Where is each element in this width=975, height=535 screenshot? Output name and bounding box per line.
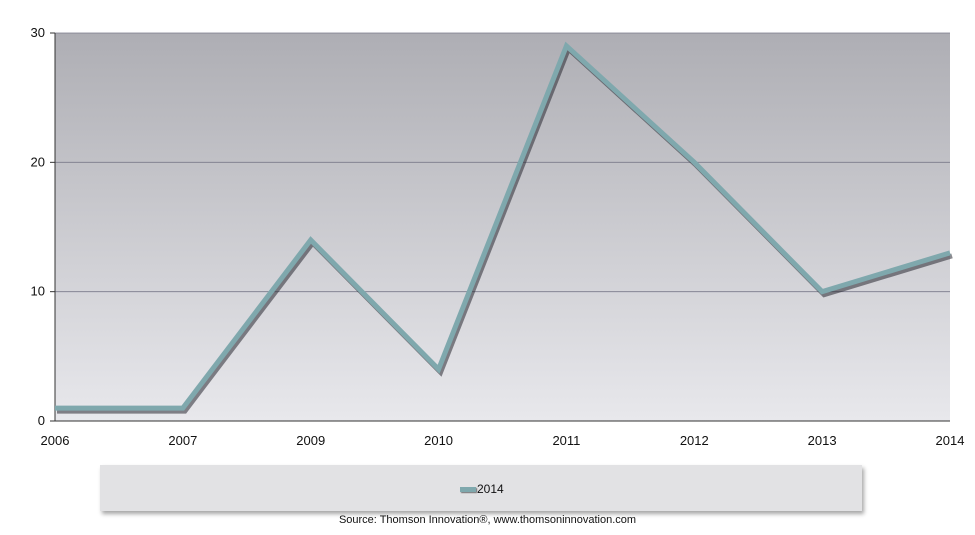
axes xyxy=(50,32,950,422)
plot-area xyxy=(55,33,950,421)
legend-swatch-icon xyxy=(460,486,476,492)
series-layer xyxy=(54,41,953,414)
x-tick-label: 2011 xyxy=(552,433,580,448)
legend-label: 2014 xyxy=(477,482,504,496)
grid-lines xyxy=(55,32,950,293)
series-line xyxy=(55,41,951,411)
x-tick-label: 2012 xyxy=(680,433,709,448)
x-tick-label: 2010 xyxy=(424,433,453,448)
x-tick-label: 2013 xyxy=(808,433,837,448)
y-tick-label: 30 xyxy=(31,25,45,40)
x-tick-label: 2006 xyxy=(41,433,70,448)
x-tick-label: 2014 xyxy=(936,433,965,448)
y-tick-label: 10 xyxy=(31,284,45,299)
legend: 2014 xyxy=(100,465,862,511)
x-tick-label: 2007 xyxy=(168,433,197,448)
source-note: Source: Thomson Innovation®, www.thomson… xyxy=(338,514,637,526)
legend-item: 2014 xyxy=(460,482,504,496)
y-tick-label: 0 xyxy=(38,413,45,428)
tick-labels: 0 10 20 30 2006 2007 2009 2010 2011 2012 2013 2014 xyxy=(31,25,965,448)
y-tick-label: 20 xyxy=(31,154,45,169)
x-tick-label: 2009 xyxy=(296,433,325,448)
